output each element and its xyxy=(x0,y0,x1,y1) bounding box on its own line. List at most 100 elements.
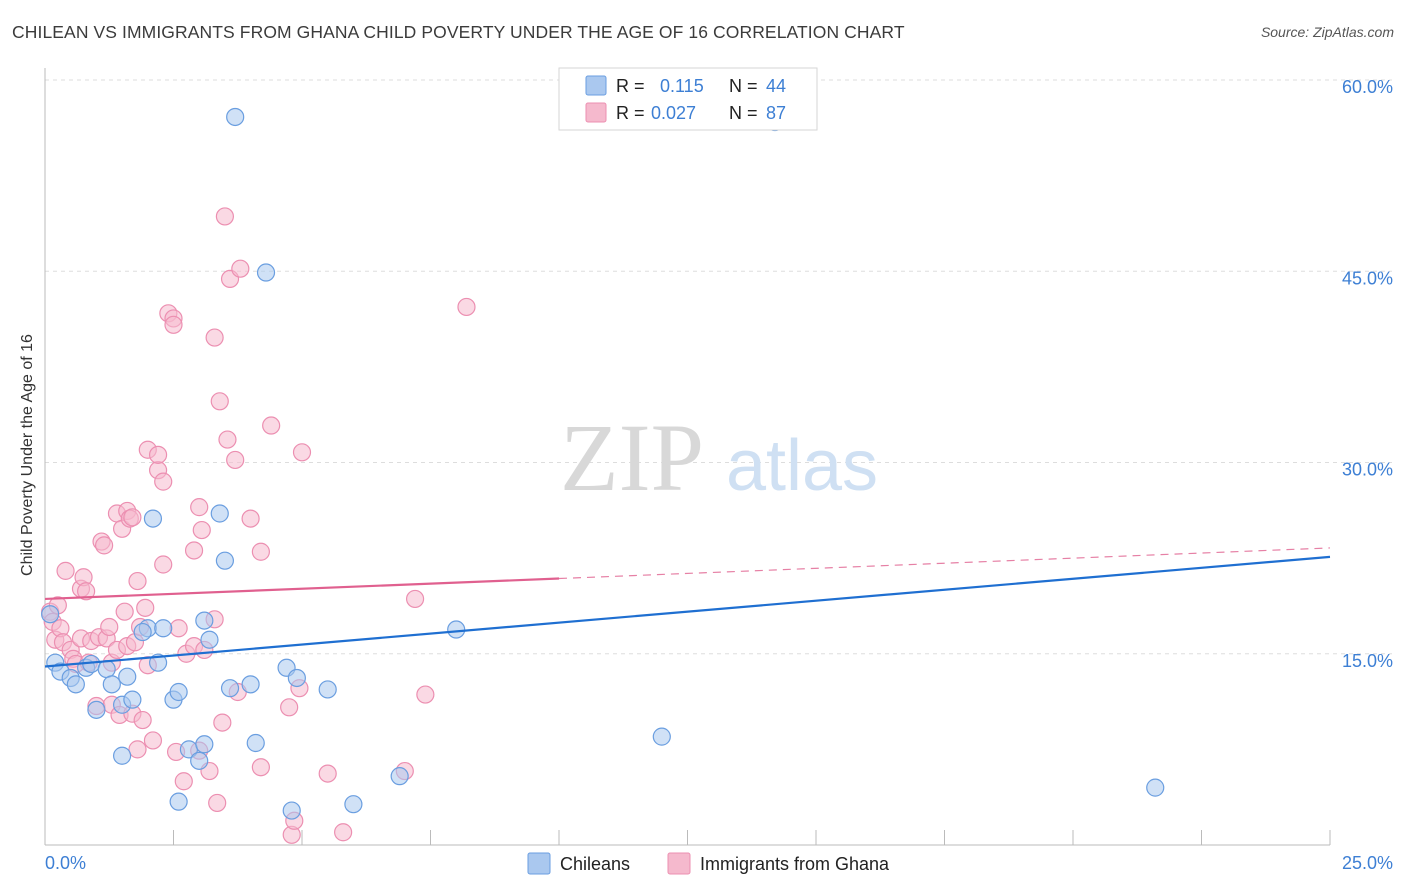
ghana-point xyxy=(123,508,142,527)
ghana-point xyxy=(143,731,163,750)
source-label: Source: ZipAtlas.com xyxy=(1260,24,1394,40)
ghana-point xyxy=(56,561,75,580)
series-legend-label-chileans: Chileans xyxy=(560,854,630,874)
chileans-point xyxy=(169,792,188,811)
ghana-point xyxy=(154,472,173,491)
chileans-point xyxy=(318,680,337,699)
tick-labels: 15.0% 30.0% 45.0% 60.0% 0.0% 25.0% xyxy=(45,77,1393,873)
ghana-point xyxy=(190,498,209,517)
chileans-point xyxy=(215,551,234,570)
series-legend-swatch-chileans xyxy=(527,852,551,875)
watermark: ZIP atlas xyxy=(560,404,878,511)
chileans-point xyxy=(226,107,245,127)
chileans-point xyxy=(123,690,142,709)
ghana-point xyxy=(169,619,188,638)
series-ghana-points xyxy=(41,207,476,844)
ghana-point xyxy=(192,520,211,540)
ghana-point xyxy=(416,685,435,704)
ghana-point xyxy=(128,740,147,759)
trend-lines xyxy=(44,547,1331,668)
chileans-point xyxy=(133,622,152,642)
ghana-point xyxy=(184,541,204,560)
ghana-point xyxy=(405,589,425,609)
chileans-point xyxy=(118,667,137,686)
legend-r-label-2: R = xyxy=(616,103,645,123)
ghana-point xyxy=(100,617,119,637)
legend-r-value-2: 0.027 xyxy=(651,103,696,123)
stats-legend: R = 0.115 N = 44 R = 0.027 N = 87 xyxy=(558,67,818,131)
ghana-point xyxy=(241,509,260,528)
ghana-point xyxy=(215,207,234,226)
chileans-point xyxy=(102,675,121,694)
ghana-point xyxy=(205,328,224,347)
gridlines xyxy=(45,79,1392,655)
ghana-point xyxy=(262,416,281,435)
ghana-point xyxy=(251,758,270,777)
ghana-point xyxy=(115,602,134,621)
chileans-point xyxy=(210,504,229,523)
series-legend: Chileans Immigrants from Ghana xyxy=(527,852,890,875)
ghana-point xyxy=(231,259,250,278)
ghana-point xyxy=(128,571,147,591)
series-legend-label-ghana: Immigrants from Ghana xyxy=(700,854,890,874)
chileans-point xyxy=(143,509,163,528)
legend-r-value-1: 0.115 xyxy=(660,76,704,96)
legend-swatch-ghana xyxy=(585,102,607,123)
legend-n-label-1: N = xyxy=(729,76,758,96)
ghana-point xyxy=(218,430,237,449)
chileans-point xyxy=(220,679,240,698)
chart-title: CHILEAN VS IMMIGRANTS FROM GHANA CHILD P… xyxy=(12,22,905,42)
legend-n-value-2: 87 xyxy=(766,103,786,123)
trend-line-chileans xyxy=(44,555,1331,668)
chileans-point xyxy=(1146,778,1165,797)
ghana-point xyxy=(318,764,337,783)
ghana-point xyxy=(174,772,193,791)
ghana-point xyxy=(292,443,312,462)
chileans-point xyxy=(652,727,671,746)
ghana-point xyxy=(154,555,173,574)
chileans-point xyxy=(200,630,219,649)
chileans-point xyxy=(154,619,173,638)
chileans-point xyxy=(87,700,106,719)
chileans-point xyxy=(148,653,168,672)
chileans-point xyxy=(41,605,60,624)
y-tick-label: 60.0% xyxy=(1342,77,1393,97)
chileans-point xyxy=(287,668,306,688)
ghana-point xyxy=(280,698,299,717)
ghana-point xyxy=(210,392,229,411)
ghana-point xyxy=(334,823,353,842)
chileans-point xyxy=(241,675,260,694)
ghana-point xyxy=(208,793,227,813)
y-tick-label: 30.0% xyxy=(1342,460,1393,480)
chileans-point xyxy=(169,682,188,702)
chileans-point xyxy=(190,751,209,770)
ghana-point xyxy=(226,450,245,470)
chileans-point xyxy=(112,746,132,765)
chileans-point xyxy=(195,735,214,754)
ghana-point xyxy=(457,297,476,317)
chileans-point xyxy=(246,733,265,753)
legend-r-label-1: R = xyxy=(616,76,645,96)
series-legend-swatch-ghana xyxy=(667,852,691,875)
ghana-point xyxy=(148,445,168,464)
chileans-point xyxy=(66,675,85,694)
legend-swatch-chileans xyxy=(585,75,607,96)
ghana-point xyxy=(95,536,114,555)
ghana-point xyxy=(251,542,270,561)
chileans-point xyxy=(390,767,409,786)
chileans-point xyxy=(344,795,363,814)
watermark-zip: ZIP xyxy=(560,404,704,511)
axes xyxy=(44,68,1331,846)
trend-line-ghana-extension xyxy=(558,547,1331,580)
x-tick-label: 25.0% xyxy=(1342,853,1393,873)
chileans-point xyxy=(447,620,466,639)
ghana-point xyxy=(136,598,155,617)
chileans-point xyxy=(97,659,116,679)
ghana-point xyxy=(133,710,152,730)
y-tick-label: 15.0% xyxy=(1342,651,1393,671)
legend-n-label-2: N = xyxy=(729,103,758,123)
chileans-point xyxy=(195,611,214,630)
chileans-point xyxy=(282,801,301,820)
x-tick-label: 0.0% xyxy=(45,853,86,873)
